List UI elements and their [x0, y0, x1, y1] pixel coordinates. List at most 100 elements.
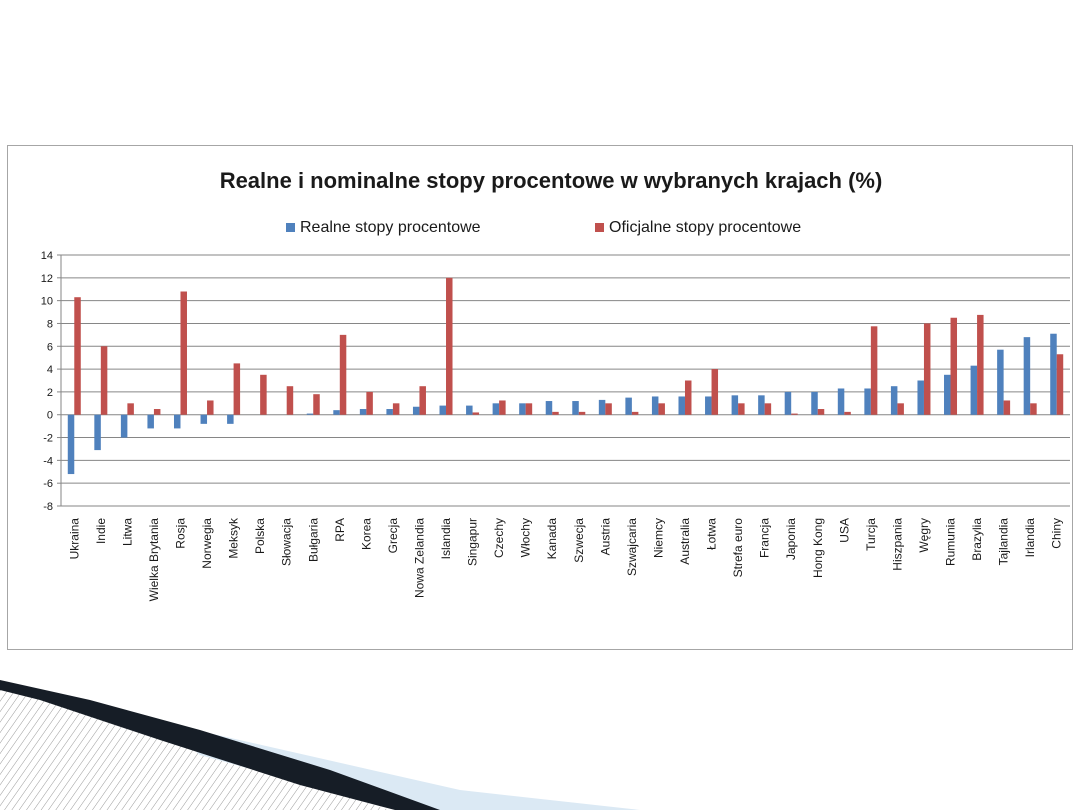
bar-series2 [923, 323, 931, 415]
x-tick-label: Australia [678, 518, 692, 565]
bar-series1 [386, 409, 393, 415]
x-tick-label: Indie [94, 518, 108, 544]
bar-series1 [333, 410, 340, 415]
x-tick-label: Bułgaria [306, 518, 320, 562]
y-tick-label: 0 [47, 410, 53, 422]
x-tick-label: Korea [359, 518, 373, 550]
bar-series2 [472, 412, 480, 415]
x-tick-label: Litwa [120, 518, 134, 546]
x-tick-label: Łotwa [705, 518, 719, 550]
bar-series1 [306, 413, 314, 415]
bar-series1 [705, 396, 712, 415]
x-tick-label: Irlandia [1023, 518, 1037, 558]
bar-series2 [870, 326, 878, 415]
bar-series1 [492, 403, 500, 415]
bar-series2 [286, 386, 294, 415]
bar-series2 [711, 369, 719, 415]
bar-series1 [120, 414, 128, 438]
x-tick-label: Włochy [519, 518, 533, 557]
bar-series1 [890, 386, 898, 415]
bar-series2 [339, 334, 347, 415]
x-tick-label: Niemcy [651, 518, 665, 558]
x-tick-label: Francja [758, 518, 772, 558]
x-tick-label: Szwecja [572, 518, 586, 563]
x-tick-label: Czechy [492, 518, 506, 558]
x-tick-label: Singapur [466, 518, 480, 566]
bar-series1 [412, 406, 420, 415]
y-tick-label: 2 [47, 387, 53, 399]
chart-area: Realne i nominalne stopy procentowe w wy… [7, 145, 1073, 650]
bar-series1 [758, 395, 765, 415]
bar-series1 [359, 409, 367, 415]
x-tick-label: Kanada [545, 518, 559, 560]
x-tick-label: Strefa euro [731, 518, 745, 578]
bar-series2 [578, 411, 586, 415]
bar-series1 [173, 414, 181, 429]
bar-series2 [499, 400, 506, 415]
bar-series2 [1030, 403, 1037, 415]
legend: Realne stopy procentowe Oficjalne stopy p… [286, 219, 801, 236]
y-tick-label: -2 [43, 433, 53, 445]
x-tick-label: Węgry [917, 518, 931, 553]
bar-series1 [917, 380, 924, 415]
bar-series1 [227, 414, 234, 424]
bar-series1 [997, 349, 1004, 415]
bar-series1 [200, 414, 208, 424]
legend-label-1: Realne stopy procentowe [300, 219, 481, 236]
x-tick-label: Rumunia [944, 518, 958, 566]
bar-series1 [731, 395, 739, 415]
bar-series1 [864, 388, 871, 415]
bar-series2 [233, 363, 241, 415]
x-tick-label: Wielka Brytania [147, 518, 161, 602]
bar-series2 [844, 411, 851, 415]
bar-series1 [944, 374, 951, 415]
bar-series2 [260, 374, 267, 415]
x-tick-label: Tajlandia [997, 518, 1011, 566]
y-axis: 14 12 10 8 6 4 2 0 -2 -4 -6 -8 [41, 250, 62, 513]
x-tick-label: USA [837, 518, 851, 543]
x-tick-label: Brazylia [970, 518, 984, 561]
legend-swatch-2 [595, 223, 604, 232]
bar-series2 [207, 400, 214, 415]
bar-chart: Realne i nominalne stopy procentowe w wy… [41, 168, 1070, 602]
bar-series2 [446, 277, 453, 415]
x-tick-label: Meksyk [227, 517, 241, 559]
y-tick-label: -4 [43, 455, 53, 467]
y-tick-label: 6 [47, 341, 53, 353]
x-tick-label: Słowacja [280, 518, 294, 566]
bar-series2 [392, 403, 400, 415]
bar-series1 [970, 365, 978, 415]
x-tick-label: Hiszpania [890, 518, 904, 571]
bar-series1 [439, 405, 447, 415]
bar-series2 [127, 403, 134, 415]
y-tick-label: 14 [41, 250, 53, 262]
bar-series2 [658, 403, 665, 415]
x-tick-label: Nowa Zelandia [412, 518, 426, 598]
x-tick-label: Austria [598, 518, 612, 556]
bar-series1 [519, 403, 526, 415]
x-tick-label: Rosja [173, 518, 187, 549]
bar-series1 [545, 401, 553, 415]
bar-series1 [678, 396, 685, 415]
x-tick-label: Grecja [386, 518, 400, 554]
bar-series2 [552, 411, 559, 415]
bar-series1 [572, 401, 579, 415]
bar-series1 [147, 414, 154, 429]
bar-series1 [1050, 333, 1057, 415]
bar-series2 [1003, 400, 1011, 415]
bar-series1 [466, 405, 473, 415]
bar-series1 [598, 399, 606, 415]
legend-swatch-1 [286, 223, 295, 232]
bars [67, 277, 1064, 475]
bar-series2 [684, 380, 692, 415]
bar-series2 [977, 314, 984, 415]
chart-title: Realne i nominalne stopy procentowe w wy… [220, 168, 883, 193]
x-tick-label: Chiny [1050, 518, 1064, 549]
bar-series2 [1056, 354, 1064, 415]
bar-series2 [817, 409, 825, 415]
x-tick-label: Szwajcaria [625, 518, 639, 576]
y-tick-label: 10 [41, 296, 53, 308]
bar-series1 [625, 397, 632, 415]
y-tick-label: -8 [43, 501, 53, 513]
